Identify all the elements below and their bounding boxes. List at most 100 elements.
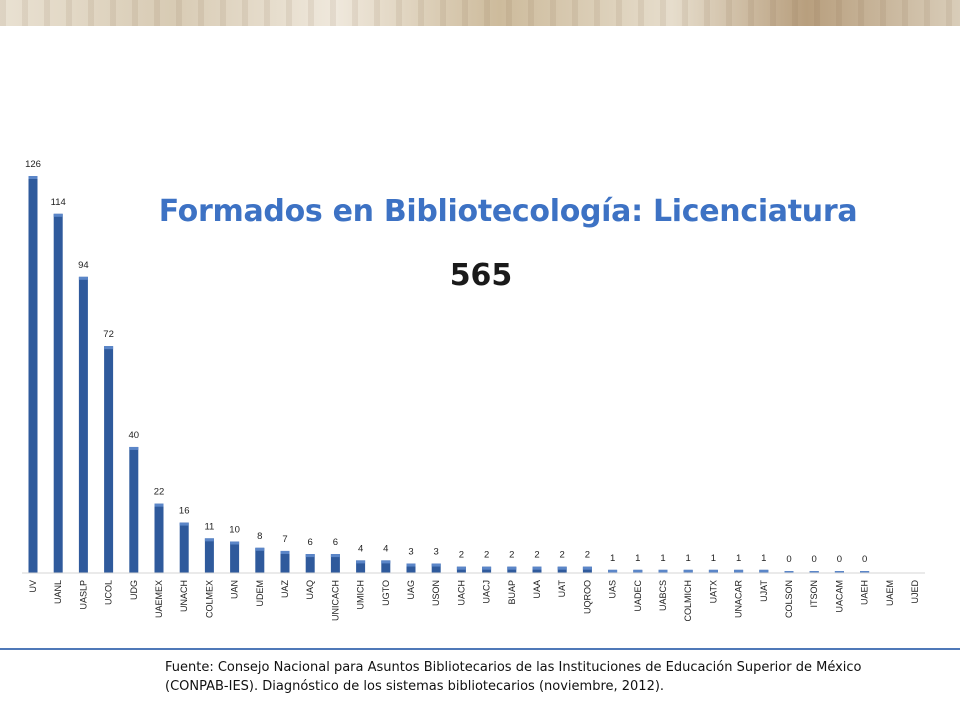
bar-cap-colmex xyxy=(204,538,214,542)
tick-label-colmex: COLMEX xyxy=(204,580,214,618)
bar-uat xyxy=(557,566,567,573)
tick-label-ujed: UJED xyxy=(910,580,920,604)
bar-ugto xyxy=(381,560,391,573)
tick-label-uacj: UACJ xyxy=(482,580,492,604)
value-label-uanl: 114 xyxy=(51,197,66,208)
tick-label-uat: UAT xyxy=(557,580,567,598)
value-label-colmex: 11 xyxy=(204,521,214,532)
bar-cap-unach xyxy=(179,522,189,526)
bar-uan xyxy=(230,541,240,573)
value-label-ugto: 4 xyxy=(383,543,388,554)
tick-label-colson: COLSON xyxy=(784,580,794,618)
tick-label-uacam: UACAM xyxy=(834,580,844,613)
value-label-uatx: 1 xyxy=(711,553,716,564)
source-note: Fuente: Consejo Nacional para Asuntos Bi… xyxy=(165,660,862,694)
footer-divider xyxy=(0,648,960,650)
bar-uanl xyxy=(53,213,63,574)
value-label-udem: 8 xyxy=(257,531,262,542)
bar-cap-uag xyxy=(406,563,416,567)
bar-cap-uach xyxy=(456,566,466,570)
bar-uach xyxy=(456,566,466,573)
bar-uaa xyxy=(532,566,542,573)
tick-label-udg: UDG xyxy=(129,580,139,600)
bar-cap-uat xyxy=(557,566,567,570)
value-label-colson: 0 xyxy=(786,554,791,565)
value-label-uabcs: 1 xyxy=(660,553,665,564)
tick-label-uas: UAS xyxy=(608,580,618,599)
tick-label-uaq: UAQ xyxy=(305,580,315,600)
total-count: 565 xyxy=(449,258,513,293)
bar-cap-uas xyxy=(608,569,618,573)
bar-cap-uson xyxy=(431,563,441,567)
tick-label-uaslp: UASLP xyxy=(78,580,88,610)
bar-cap-colmich xyxy=(683,569,693,573)
value-label-colmich: 1 xyxy=(686,553,691,564)
bar-cap-uan xyxy=(230,541,240,545)
value-label-uan: 10 xyxy=(229,524,240,535)
bar-cap-itson xyxy=(809,571,819,573)
value-label-uaz: 7 xyxy=(282,534,287,545)
tick-label-ucol: UCOL xyxy=(104,580,114,605)
tick-labels-layer: UV UANL UASLP UCOL UDG UAEMEX UNACH COLMEX UAN UD… xyxy=(28,579,920,621)
value-label-itson: 0 xyxy=(812,554,817,565)
bar-unicach xyxy=(330,554,340,573)
bar-uaz xyxy=(280,550,290,573)
bar-cap-uaemex xyxy=(154,503,164,507)
value-label-uv: 126 xyxy=(25,159,41,170)
bar-uqroo xyxy=(582,566,592,573)
tick-label-uaem: UAEM xyxy=(885,580,895,606)
tick-label-uach: UACH xyxy=(456,580,466,606)
value-label-uaeh: 0 xyxy=(862,554,867,565)
bar-cap-uqroo xyxy=(582,566,592,570)
bar-uag xyxy=(406,563,416,573)
value-label-unacar: 1 xyxy=(736,553,741,564)
bar-colmex xyxy=(204,538,214,573)
bar-cap-uadec xyxy=(633,569,643,573)
value-label-ucol: 72 xyxy=(103,329,114,340)
bar-cap-udem xyxy=(255,547,265,551)
value-label-uag: 3 xyxy=(408,547,413,558)
value-label-uaa: 2 xyxy=(534,550,539,561)
tick-label-uanl: UANL xyxy=(53,580,63,604)
tick-label-buap: BUAP xyxy=(507,580,517,605)
value-label-uadec: 1 xyxy=(635,553,640,564)
value-label-uach: 2 xyxy=(459,550,464,561)
bar-buap xyxy=(507,566,517,573)
tick-label-udem: UDEM xyxy=(255,580,265,607)
value-label-uas: 1 xyxy=(610,553,615,564)
tick-label-uag: UAG xyxy=(406,580,416,600)
bar-cap-uaa xyxy=(532,566,542,570)
tick-label-unacar: UNACAR xyxy=(734,580,744,619)
bar-uv xyxy=(28,176,38,573)
tick-label-ugto: UGTO xyxy=(381,580,391,606)
bar-ucol xyxy=(104,346,114,573)
bar-uaslp xyxy=(78,276,88,573)
bar-udem xyxy=(255,547,265,573)
bars-layer xyxy=(28,176,870,574)
tick-label-unach: UNACH xyxy=(179,580,189,612)
tick-label-uaemex: UAEMEX xyxy=(154,580,164,618)
tick-label-uaeh: UAEH xyxy=(860,580,870,605)
tick-label-uatx: UATX xyxy=(708,580,718,603)
tick-label-unicach: UNICACH xyxy=(330,580,340,621)
top-banner xyxy=(0,0,960,26)
value-label-uqroo: 2 xyxy=(585,550,590,561)
tick-label-uson: USON xyxy=(431,580,441,606)
tick-label-umich: UMICH xyxy=(356,580,366,610)
tick-label-uabcs: UABCS xyxy=(658,580,668,611)
tick-label-uqroo: UQROO xyxy=(582,580,592,614)
bar-unach xyxy=(179,522,189,573)
bar-cap-uaslp xyxy=(78,276,88,280)
bar-cap-unacar xyxy=(734,569,744,573)
tick-label-ujat: UJAT xyxy=(759,580,769,602)
bar-cap-ujat xyxy=(759,569,769,573)
value-label-uacam: 0 xyxy=(837,554,842,565)
value-label-uson: 3 xyxy=(434,547,439,558)
tick-label-colmich: COLMICH xyxy=(683,580,693,622)
bar-cap-uabcs xyxy=(658,569,668,573)
bar-cap-colson xyxy=(784,571,794,573)
value-label-udg: 40 xyxy=(129,430,140,441)
tick-label-itson: ITSON xyxy=(809,580,819,608)
